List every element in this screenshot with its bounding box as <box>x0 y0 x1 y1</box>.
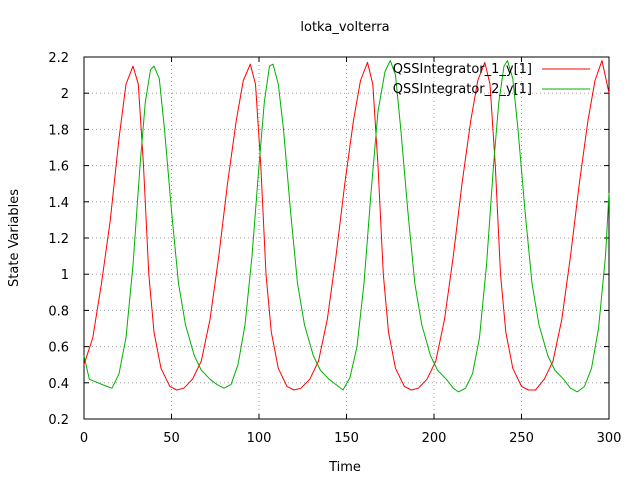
y-tick-label: 2 <box>61 87 69 102</box>
x-axis-label: Time <box>328 460 361 475</box>
y-tick-label: 2.2 <box>48 51 69 66</box>
y-tick-label: 0.8 <box>48 304 69 319</box>
y-tick-label: 0.6 <box>48 341 69 356</box>
y-axis-label: State Variables <box>7 189 22 287</box>
legend-label-series-1: QSSIntegrator_1_y[1] <box>393 62 532 77</box>
series-layer <box>83 60 610 393</box>
x-tick-label: 50 <box>163 431 180 446</box>
y-tick-label: 1.2 <box>48 232 69 247</box>
x-tick-label: 100 <box>247 431 272 446</box>
series-line-1 <box>83 60 610 391</box>
x-tick-label: 150 <box>334 431 359 446</box>
y-tick-label: 0.2 <box>48 413 69 428</box>
y-tick-label: 1.4 <box>48 196 69 211</box>
x-tick-label: 250 <box>509 431 534 446</box>
grid-layer <box>84 57 609 419</box>
y-tick-label: 1.8 <box>48 123 69 138</box>
x-tick-label: 300 <box>597 431 622 446</box>
series-line-2 <box>83 60 610 393</box>
chart-title: lotka_volterra <box>300 20 389 35</box>
tick-layer: 0 50 100 150 200 250 300 0.2 0.4 0.6 0.8 1 1.2 1.4 1.6… <box>48 51 621 446</box>
y-tick-label: 1.6 <box>48 160 69 175</box>
y-tick-label: 0.4 <box>48 377 69 392</box>
legend: QSSIntegrator_1_y[1] QSSIntegrator_2_y[1… <box>393 62 590 97</box>
x-tick-label: 200 <box>422 431 447 446</box>
y-tick-label: 1 <box>61 268 69 283</box>
x-tick-label: 0 <box>80 431 88 446</box>
legend-label-series-2: QSSIntegrator_2_y[1] <box>393 82 532 97</box>
